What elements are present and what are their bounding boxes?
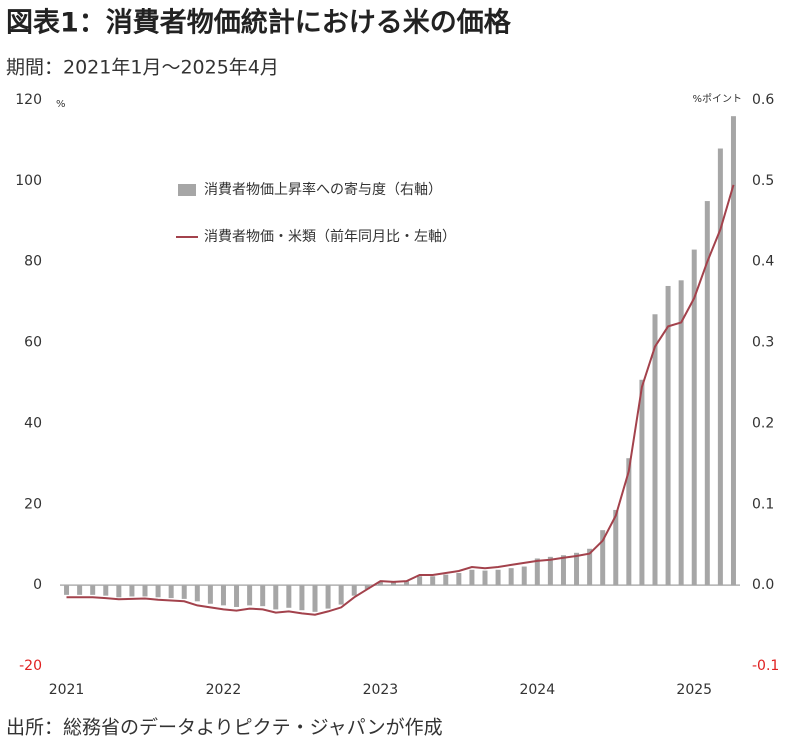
legend-swatch (178, 184, 196, 196)
bar (443, 574, 449, 586)
y2-tick-label: 0.4 (752, 254, 774, 270)
y-unit: % (56, 99, 66, 110)
bar (220, 585, 226, 606)
bar (64, 585, 70, 595)
bar (521, 566, 527, 586)
bar (142, 585, 148, 597)
y-tick-label: 80 (24, 254, 42, 270)
bar (613, 509, 619, 586)
bar (691, 249, 697, 586)
y2-tick-label: 0.3 (752, 335, 774, 351)
bar (678, 280, 684, 586)
bar (129, 585, 135, 597)
y2-tick-label: 0.0 (752, 577, 774, 593)
bar (260, 585, 266, 607)
bar (155, 585, 161, 598)
bar (312, 585, 318, 612)
bar (482, 570, 488, 586)
bar (534, 558, 540, 586)
x-tick-label: 2025 (676, 682, 712, 698)
bar (181, 585, 187, 599)
bar (495, 569, 501, 586)
x-tick-label: 2024 (519, 682, 555, 698)
legend-label: 消費者物価上昇率への寄与度（右軸） (204, 181, 442, 198)
bar (600, 530, 606, 586)
bar (194, 585, 200, 602)
chart-title: 図表1：消費者物価統計における米の価格 (6, 7, 512, 39)
bar (574, 552, 580, 586)
bar (665, 285, 671, 586)
bar (168, 585, 174, 599)
x-tick-label: 2022 (206, 682, 242, 698)
y2-tick-label: -0.1 (752, 658, 779, 674)
bar (90, 585, 96, 595)
bar (299, 585, 305, 611)
bar (207, 585, 213, 604)
y2-unit: %ポイント (692, 93, 742, 105)
bar (547, 556, 553, 586)
bar (430, 576, 436, 586)
bar (717, 148, 723, 586)
bar (390, 581, 396, 586)
y2-tick-label: 0.2 (752, 415, 774, 431)
x-tick-label: 2023 (363, 682, 399, 698)
bar (116, 585, 122, 598)
bar (247, 585, 253, 606)
bar (639, 379, 645, 586)
bar (234, 585, 240, 607)
y-tick-label: 120 (15, 92, 42, 108)
bar (587, 548, 593, 586)
bar (364, 585, 370, 590)
y2-tick-label: 0.5 (752, 173, 774, 189)
bar (508, 568, 514, 586)
source-note: 出所：総務省のデータよりピクテ・ジャパンが作成 (6, 717, 443, 739)
bar (417, 576, 423, 586)
x-tick-label: 2021 (49, 682, 85, 698)
y-tick-label: 20 (24, 496, 42, 512)
line (66, 184, 735, 616)
bar (377, 581, 383, 586)
y2-tick-label: 0.1 (752, 496, 774, 512)
bar (560, 555, 566, 586)
bar (404, 581, 410, 586)
y-tick-label: 60 (24, 335, 42, 351)
y-tick-label: 100 (15, 173, 42, 189)
bar (704, 201, 710, 586)
bar (103, 585, 109, 596)
y-tick-label: -20 (19, 658, 42, 674)
bar (286, 585, 292, 608)
bar (351, 585, 357, 596)
bar (626, 458, 632, 586)
y2-tick-label: 0.6 (752, 92, 774, 108)
bar (456, 573, 462, 586)
bar (338, 585, 344, 605)
y-tick-label: 0 (33, 577, 42, 593)
legend-label: 消費者物価・米類（前年同月比・左軸） (204, 228, 456, 245)
bar (325, 585, 331, 609)
bar (77, 585, 83, 595)
chart-subtitle: 期間：2021年1月～2025年4月 (6, 57, 279, 79)
bar (273, 585, 279, 610)
y-tick-label: 40 (24, 415, 42, 431)
bar (469, 569, 475, 586)
bar (652, 314, 658, 586)
bar (730, 116, 736, 586)
